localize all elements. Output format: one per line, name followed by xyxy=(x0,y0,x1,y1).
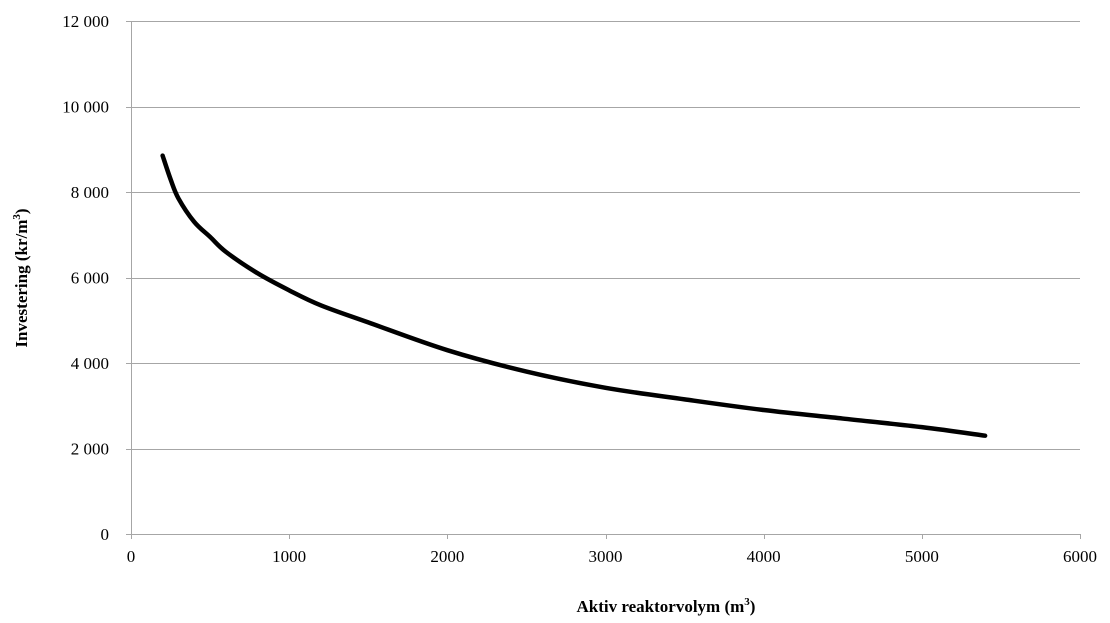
axis-layer xyxy=(126,21,1081,539)
x-tick-label-6: 6000 xyxy=(1063,547,1097,566)
x-tick-label-1: 1000 xyxy=(272,547,306,566)
y-tick-label-6: 12 000 xyxy=(62,12,109,31)
series-line-0 xyxy=(160,153,988,438)
x-tick-label-4: 4000 xyxy=(747,547,781,566)
x-axis-title-sup: 3 xyxy=(744,596,750,608)
x-tick-label-3: 3000 xyxy=(589,547,623,566)
y-tick-label-3: 6 000 xyxy=(71,269,109,288)
x-tick-label-0: 0 xyxy=(127,547,136,566)
grid-layer xyxy=(131,21,1080,450)
x-tick-label-2: 2000 xyxy=(430,547,464,566)
y-tick-label-1: 2 000 xyxy=(71,440,109,459)
y-axis-title-text: Investering (kr/m xyxy=(12,220,31,348)
y-axis-title: Investering (kr/m3) xyxy=(11,208,31,347)
x-axis-title: Aktiv reaktorvolym (m3) xyxy=(577,596,756,616)
series-layer xyxy=(160,153,988,438)
x-axis-title-suffix: ) xyxy=(750,597,756,616)
y-axis-title-sup: 3 xyxy=(11,214,23,220)
x-axis-title-text: Aktiv reaktorvolym (m xyxy=(577,597,745,616)
y-tick-label-2: 4 000 xyxy=(71,354,109,373)
y-tick-label-4: 8 000 xyxy=(71,183,109,202)
y-tick-label-0: 0 xyxy=(101,525,110,544)
y-tick-label-5: 10 000 xyxy=(62,98,109,117)
x-tick-label-5: 5000 xyxy=(905,547,939,566)
tick-layer: 0 2 000 4 000 6 000 8 000 10 000 12 000 0 1000 20… xyxy=(62,12,1097,566)
y-axis-title-suffix: ) xyxy=(12,208,31,214)
